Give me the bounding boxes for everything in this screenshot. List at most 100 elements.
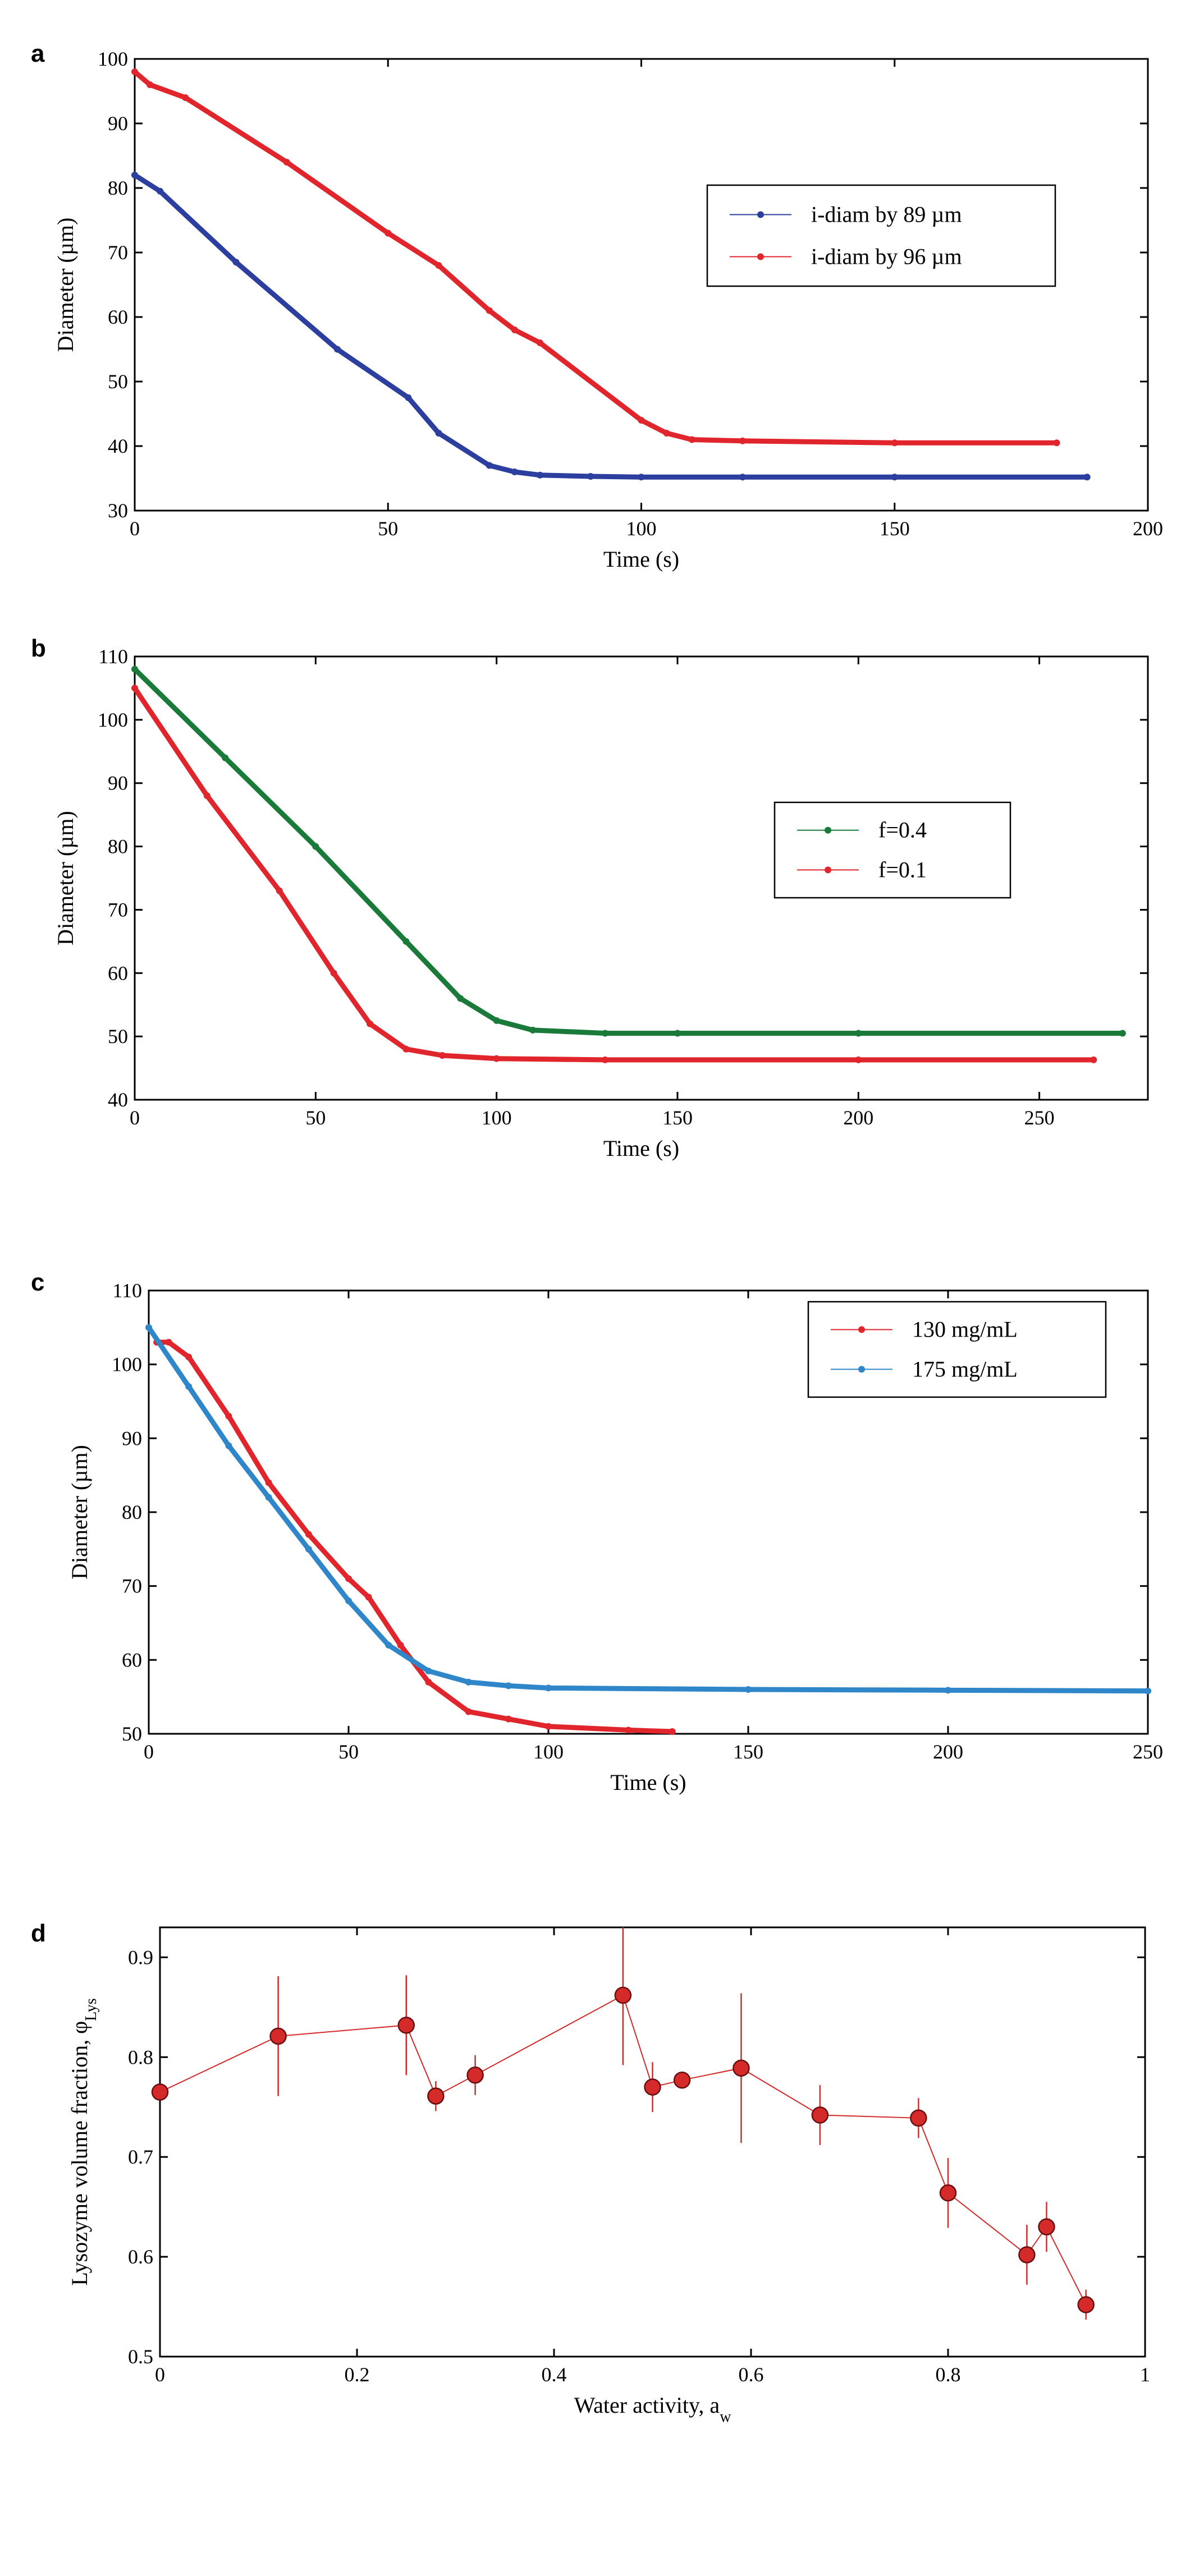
data-point	[537, 339, 543, 346]
data-point	[688, 436, 695, 443]
x-tick-label: 1	[1140, 2363, 1150, 2386]
data-point	[811, 2106, 829, 2124]
data-point	[283, 159, 290, 166]
data-point	[151, 2083, 169, 2101]
y-axis-label: Diameter (µm)	[53, 218, 78, 352]
data-point	[131, 685, 138, 692]
data-point	[457, 995, 464, 1002]
data-point	[232, 259, 240, 266]
data-point	[402, 938, 410, 945]
data-point	[1077, 2296, 1095, 2313]
y-tick-label: 60	[108, 962, 128, 984]
legend-label: 130 mg/mL	[912, 1317, 1018, 1342]
data-point	[185, 1383, 193, 1390]
data-point	[276, 887, 283, 894]
legend-marker	[858, 1366, 865, 1373]
series-175 mg/mL	[145, 1324, 1151, 1695]
y-tick-label: 0.8	[128, 2046, 153, 2068]
x-tick-label: 150	[880, 517, 910, 540]
legend-box	[807, 1301, 1107, 1398]
y-axis-label-text: Diameter (µm)	[53, 218, 78, 352]
panel-letter: a	[31, 40, 45, 67]
x-tick-label: 100	[626, 517, 657, 540]
y-tick-label: 100	[112, 1353, 142, 1376]
legend-marker	[825, 866, 831, 874]
plot-frame	[134, 655, 1149, 1101]
data-point	[545, 1723, 552, 1730]
x-tick-label: 0	[130, 1106, 140, 1129]
y-tick-label: 0.5	[128, 2345, 153, 2368]
data-point	[397, 1642, 404, 1649]
data-point	[505, 1682, 512, 1689]
data-point	[365, 1594, 372, 1601]
legend-label: f=0.4	[878, 818, 927, 843]
data-point	[397, 2017, 415, 2034]
legend-marker	[757, 211, 764, 218]
panel-letter: c	[31, 1269, 44, 1296]
x-tick-label: 250	[1024, 1106, 1055, 1129]
x-tick-label: 0.8	[936, 2363, 961, 2386]
x-axis-label-subscript: w	[720, 2408, 731, 2426]
legend-box	[773, 801, 1011, 899]
data-point	[1083, 474, 1091, 481]
x-tick-label: 100	[533, 1741, 564, 1763]
data-point	[537, 471, 543, 479]
data-point	[1053, 439, 1060, 447]
x-axis-label-text: Water activity, a	[574, 2393, 720, 2418]
y-tick-label: 70	[108, 241, 128, 264]
legend-label: i-diam by 96 µm	[811, 244, 962, 269]
data-point	[147, 81, 154, 88]
x-tick-label: 50	[378, 517, 398, 540]
legend: i-diam by 89 µm i-diam by 96 µm	[706, 184, 1056, 287]
x-tick-label: 0.2	[345, 2363, 370, 2386]
data-point	[505, 1715, 512, 1723]
x-tick-label: 50	[305, 1106, 326, 1129]
x-tick-label: 0	[144, 1741, 154, 1763]
data-point	[638, 474, 645, 481]
data-point	[465, 1708, 472, 1715]
data-point	[602, 1056, 609, 1063]
chart-panel-a: a 0 50 100 150 200 30 40 50 60 70 80 90 100 Time (s) Di…	[31, 40, 1163, 572]
data-point	[427, 2087, 445, 2105]
data-point	[265, 1494, 272, 1501]
data-point	[493, 1017, 500, 1024]
data-point	[225, 1412, 232, 1420]
y-tick-label: 90	[108, 772, 128, 795]
y-tick-label: 70	[122, 1575, 142, 1597]
data-point	[529, 1026, 537, 1034]
data-point	[733, 2059, 750, 2077]
data-point	[131, 172, 138, 178]
x-tick-label: 0	[155, 2363, 165, 2386]
legend: f=0.4 f=0.1	[773, 801, 1011, 899]
data-point	[367, 1020, 374, 1027]
data-point	[663, 430, 670, 437]
y-tick-label: 0.9	[128, 1946, 153, 1968]
y-tick-label: 110	[112, 1279, 142, 1302]
data-point	[131, 665, 138, 673]
data-point	[425, 1678, 432, 1686]
data-point	[330, 970, 337, 977]
y-axis-label-text: Diameter (µm)	[67, 1445, 92, 1579]
data-point	[145, 1324, 152, 1331]
y-tick-label: 60	[108, 306, 128, 328]
series-line	[154, 1339, 675, 1734]
data-point	[222, 754, 229, 761]
data-point	[345, 1575, 352, 1582]
y-axis-label-text: Diameter (µm)	[53, 811, 78, 945]
data-point	[425, 1668, 432, 1675]
data-point	[165, 1339, 172, 1346]
y-tick-label: 0.6	[128, 2246, 153, 2268]
y-tick-label: 80	[122, 1501, 142, 1523]
x-tick-label: 150	[662, 1106, 693, 1129]
data-point	[910, 2109, 927, 2127]
data-point	[466, 2067, 484, 2084]
plot-frame	[159, 1926, 1146, 2358]
data-point	[1038, 2218, 1055, 2235]
x-tick-label: 0	[130, 517, 140, 540]
y-tick-label: 110	[98, 645, 128, 668]
x-axis-label: Time (s)	[610, 1770, 686, 1795]
data-point	[511, 469, 518, 475]
y-tick-label: 40	[108, 435, 128, 457]
data-point	[602, 1030, 609, 1037]
